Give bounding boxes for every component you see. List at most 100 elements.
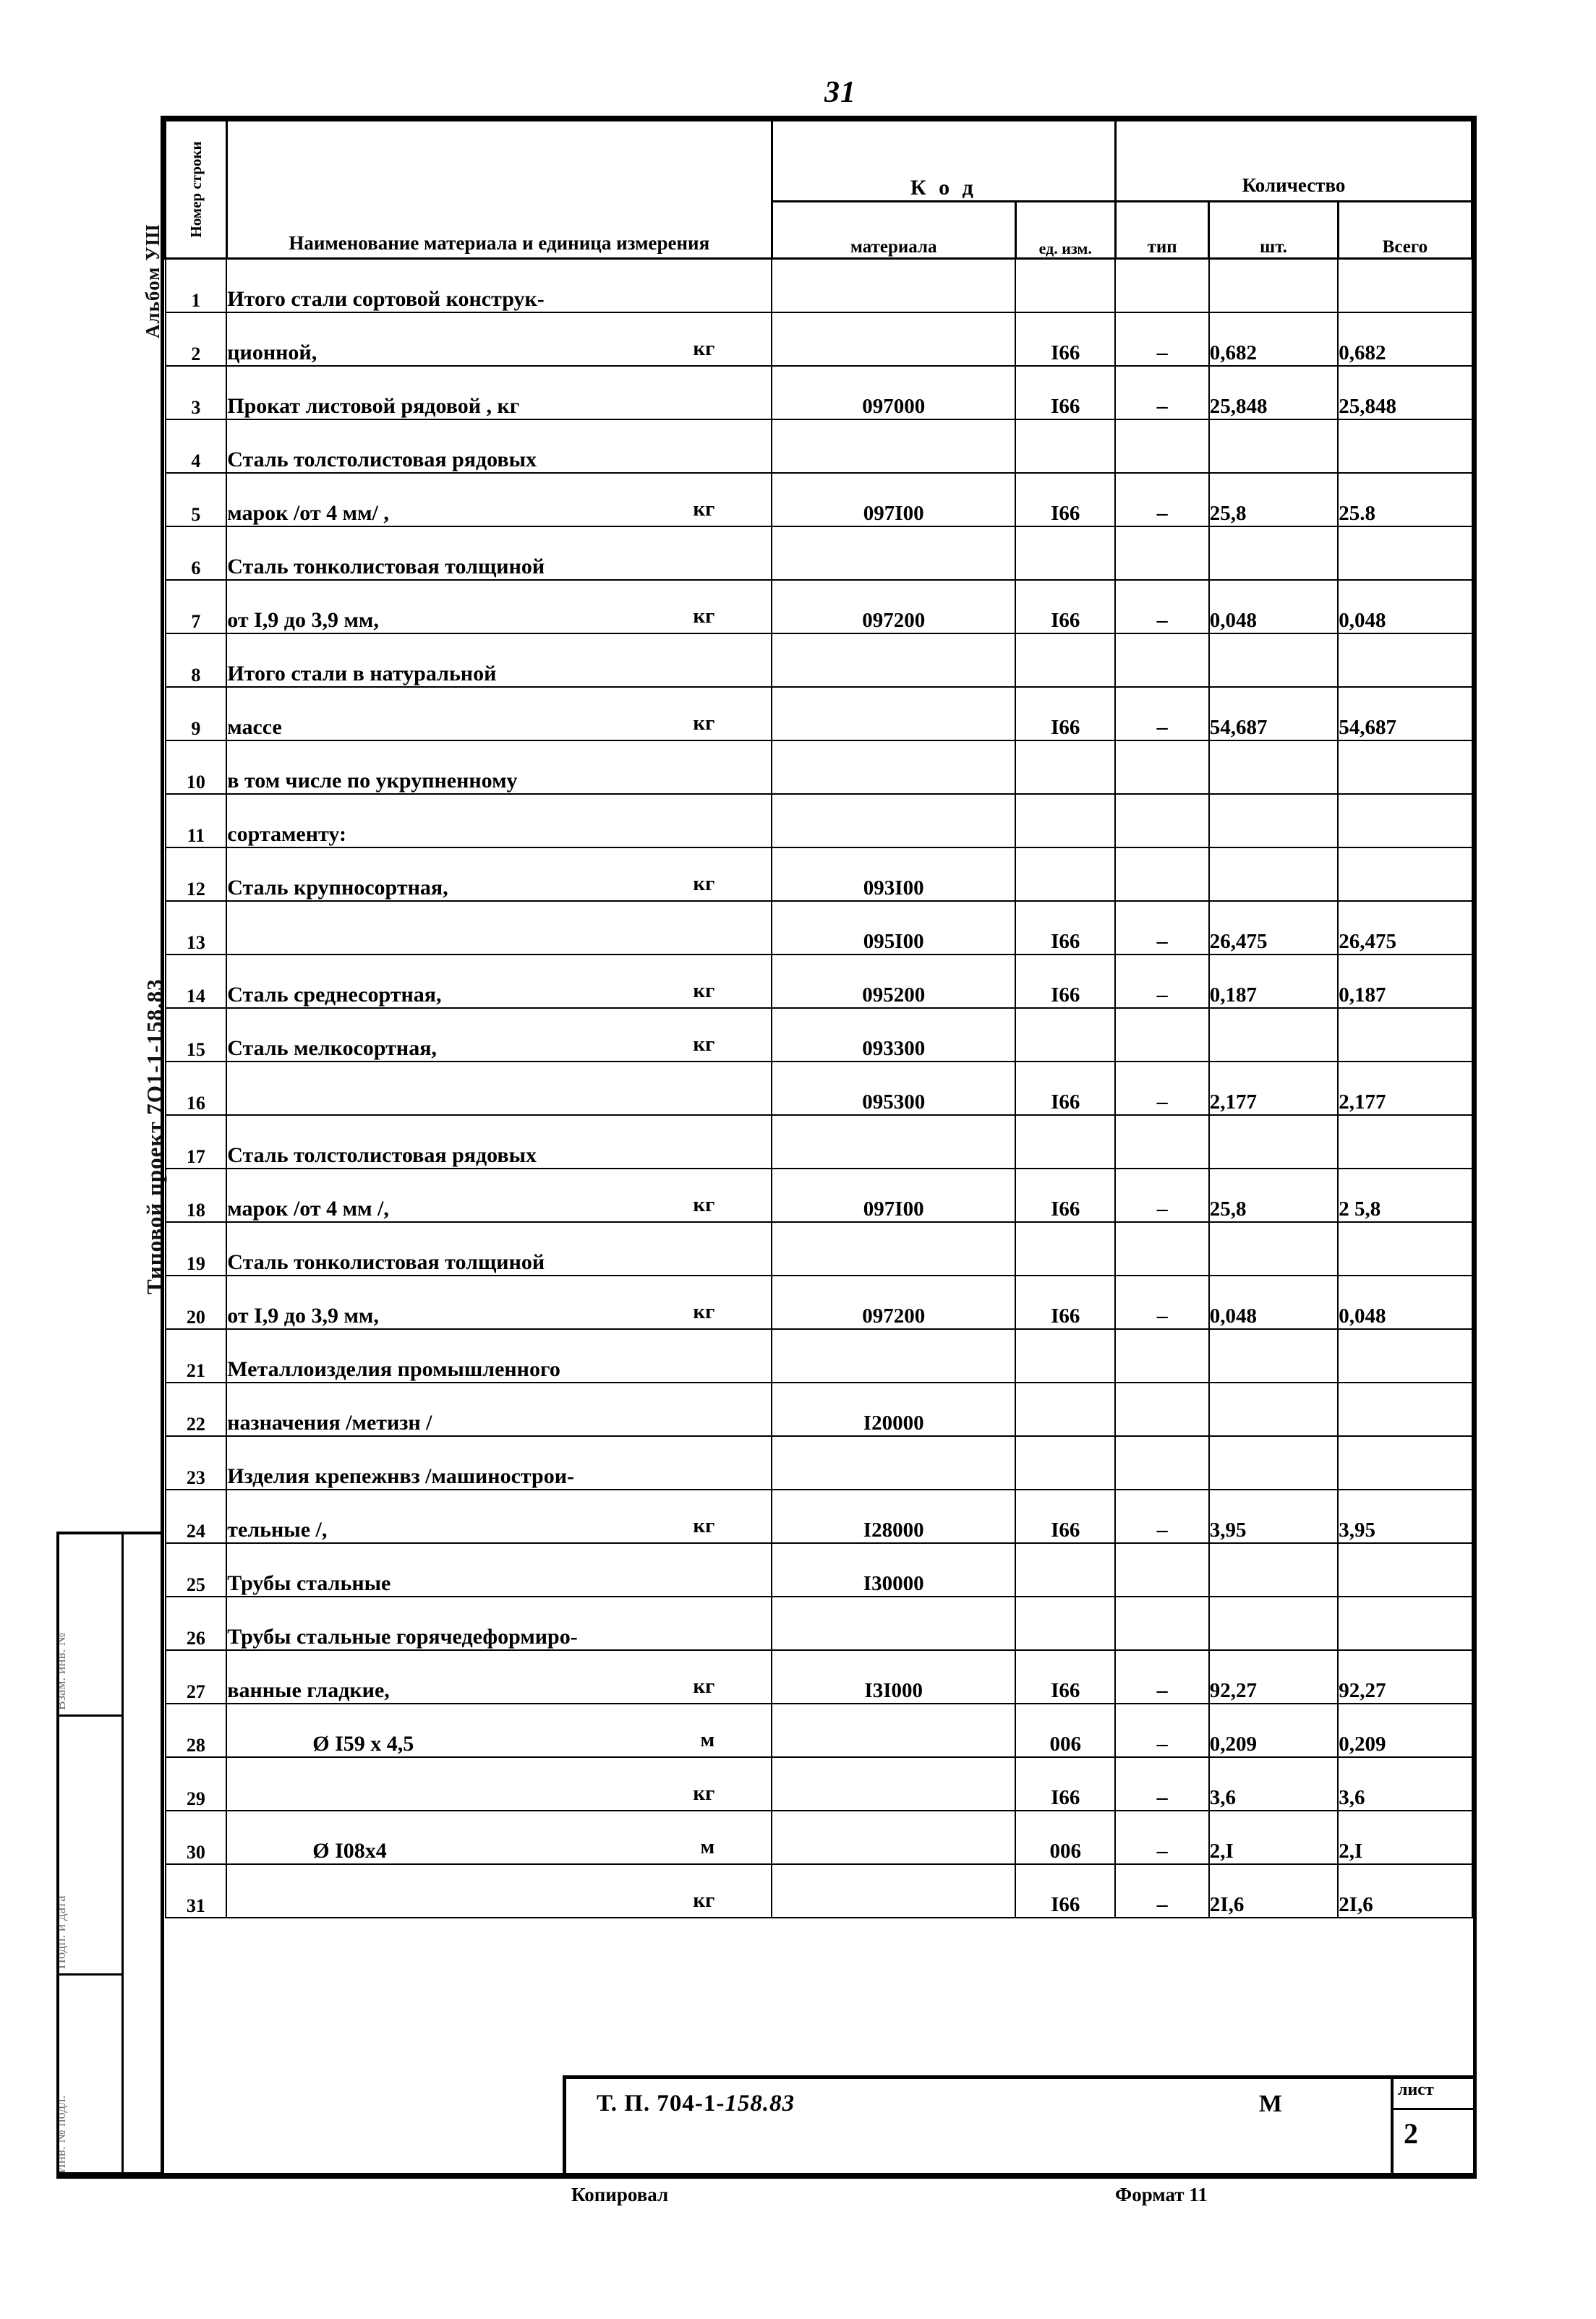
material-code-cell <box>771 1809 1017 1865</box>
quantity-pcs-cell: 92,27 <box>1208 1649 1339 1704</box>
quantity-pcs-cell: 0,048 <box>1208 578 1339 634</box>
table-row: 23 Изделия крепежнвз /машинострои- <box>164 1435 1473 1490</box>
material-name-text: в том числе по укрупненному <box>227 768 518 793</box>
material-code-cell: I20000 <box>771 1381 1017 1437</box>
material-name-cell: Прокат листовой рядовой , кг <box>226 364 773 420</box>
quantity-pcs-cell: 0,209 <box>1208 1702 1339 1758</box>
material-code-cell <box>771 1756 1017 1811</box>
stamp-label-inv-podl: Инв. № подл. <box>59 2095 69 2174</box>
material-name-text: марок /от 4 мм/ , <box>227 500 389 525</box>
material-name-text: Итого стали сортовой конструк- <box>227 286 545 311</box>
quantity-pcs-cell: 3,95 <box>1208 1488 1339 1544</box>
row-number-cell: 29 <box>164 1756 228 1811</box>
unit-code-cell: I66 <box>1015 953 1117 1009</box>
measure-unit-text: м <box>700 1835 715 1858</box>
quantity-pcs-cell: 0,682 <box>1208 311 1339 367</box>
quantity-type-cell: – <box>1114 686 1210 741</box>
header-name-unit: Наименование материала и единица измерен… <box>225 119 773 260</box>
row-number-cell: 8 <box>164 632 228 688</box>
unit-code-cell <box>1015 525 1117 581</box>
table-row: 13 095I00 I66–26,475 26,475 <box>164 900 1473 955</box>
row-number-cell: 3 <box>164 364 228 420</box>
material-name-cell: Ø I08x4 м <box>226 1809 773 1865</box>
material-name-cell: массе кг <box>226 686 773 741</box>
table-row: 16 095300 I66–2,177 2,177 <box>164 1060 1473 1116</box>
unit-code-cell <box>1015 793 1117 848</box>
row-number-cell: 15 <box>164 1007 228 1062</box>
material-name-text: Сталь тонколистовая толщиной <box>227 1250 545 1274</box>
material-name-text: Трубы стальные <box>227 1571 391 1595</box>
stamp-cell-vzam-inv: Взам. инв. № <box>59 1534 121 1717</box>
material-name-cell: Металлоизделия промышленного <box>226 1328 773 1383</box>
material-code-cell: 093300 <box>771 1007 1017 1062</box>
material-name-cell: кг <box>226 1756 773 1811</box>
material-name-cell: марок /от 4 мм /, кг <box>226 1167 773 1223</box>
material-name-text: Сталь тонколистовая толщиной <box>227 554 545 578</box>
material-name-cell: от I,9 до 3,9 мм, кг <box>226 578 773 634</box>
quantity-total-cell: 3,6 <box>1337 1756 1473 1811</box>
quantity-type-cell: – <box>1114 1756 1210 1811</box>
quantity-pcs-cell <box>1208 1542 1339 1597</box>
material-code-cell <box>771 1702 1017 1758</box>
material-name-text: массе <box>227 714 282 739</box>
title-block-sheet: лист 2 <box>1391 2079 1473 2173</box>
material-name-text: Сталь толстолистовая рядовых <box>227 447 537 471</box>
table-row: 30 Ø I08x4 м 006–2,I 2,I <box>164 1809 1473 1865</box>
quantity-type-cell: – <box>1114 471 1210 527</box>
row-number-cell: 12 <box>164 846 228 902</box>
quantity-total-cell: 3,95 <box>1337 1488 1473 1544</box>
material-code-cell: I28000 <box>771 1488 1017 1544</box>
table-row: 9 массе кг I66–54,687 54,687 <box>164 686 1473 741</box>
quantity-type-cell: – <box>1114 578 1210 634</box>
table-row: 18 марок /от 4 мм /, кг 097I00 I66–25,8 2 5,8 <box>164 1167 1473 1223</box>
unit-code-cell <box>1015 418 1117 474</box>
unit-code-cell: I66 <box>1015 1863 1117 1918</box>
quantity-type-cell: – <box>1114 1702 1210 1758</box>
row-number-cell: 20 <box>164 1274 228 1330</box>
table-row: 31 кг I66–2I,6 2I,6 <box>164 1863 1473 1918</box>
quantity-pcs-cell <box>1208 1435 1339 1490</box>
row-number-cell: 17 <box>164 1114 228 1169</box>
header-code-material: материала <box>770 200 1017 260</box>
quantity-pcs-cell <box>1208 1381 1339 1437</box>
material-code-cell: 095200 <box>771 953 1017 1009</box>
quantity-type-cell <box>1114 418 1210 474</box>
material-name-cell: от I,9 до 3,9 мм, кг <box>226 1274 773 1330</box>
quantity-type-cell <box>1114 632 1210 688</box>
table-row: 28 Ø I59 x 4,5 м 006–0,209 0,209 <box>164 1702 1473 1758</box>
quantity-total-cell: 2,177 <box>1337 1060 1473 1116</box>
row-number-cell: 30 <box>164 1809 228 1865</box>
material-code-cell <box>771 418 1017 474</box>
material-code-cell <box>771 1595 1017 1651</box>
table-row: 1 Итого стали сортовой конструк- <box>164 257 1473 313</box>
quantity-pcs-cell: 25,848 <box>1208 364 1339 420</box>
quantity-type-cell: – <box>1114 311 1210 367</box>
table-row: 7 от I,9 до 3,9 мм, кг 097200 I66–0,048 0,048 <box>164 578 1473 634</box>
material-name-cell: кг <box>226 1863 773 1918</box>
table-row: 2 ционной, кг I66–0,682 0,682 <box>164 311 1473 367</box>
unit-code-cell: I66 <box>1015 900 1117 955</box>
title-block-left: Т. П. 704-1-158.83 М <box>566 2079 1391 2173</box>
unit-code-cell: I66 <box>1015 1167 1117 1223</box>
stamp-label-podp-i-data: Подп. и дата <box>59 1895 69 1969</box>
row-number-cell: 21 <box>164 1328 228 1383</box>
material-code-cell <box>771 311 1017 367</box>
row-number-cell: 28 <box>164 1702 228 1758</box>
table-row: 29 кг I66–3,6 3,6 <box>164 1756 1473 1811</box>
quantity-pcs-cell <box>1208 257 1339 313</box>
material-name-text: сортаменту: <box>227 821 346 846</box>
measure-unit-text: кг <box>693 1888 715 1912</box>
row-number-cell: 25 <box>164 1542 228 1597</box>
material-code-cell <box>771 739 1017 795</box>
row-number-cell: 10 <box>164 739 228 795</box>
material-code-cell: 097000 <box>771 364 1017 420</box>
quantity-pcs-cell <box>1208 793 1339 848</box>
material-code-cell <box>771 793 1017 848</box>
row-number-cell: 5 <box>164 471 228 527</box>
quantity-type-cell <box>1114 1381 1210 1437</box>
table-row: 22 назначения /метизн / I20000 <box>164 1381 1473 1437</box>
table-row: 21 Металлоизделия промышленного <box>164 1328 1473 1383</box>
unit-code-cell <box>1015 257 1117 313</box>
header-row-number-text: Номер строки <box>187 141 205 238</box>
material-name-cell: Сталь мелкосортная, кг <box>226 1007 773 1062</box>
